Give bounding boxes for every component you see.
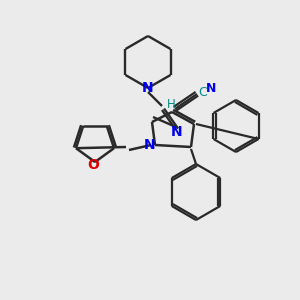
Text: N: N	[206, 82, 216, 95]
Text: H: H	[167, 98, 176, 110]
Text: C: C	[199, 85, 207, 98]
Text: N: N	[171, 125, 183, 139]
Text: N: N	[144, 138, 156, 152]
Text: N: N	[142, 81, 154, 95]
Text: O: O	[87, 158, 99, 172]
